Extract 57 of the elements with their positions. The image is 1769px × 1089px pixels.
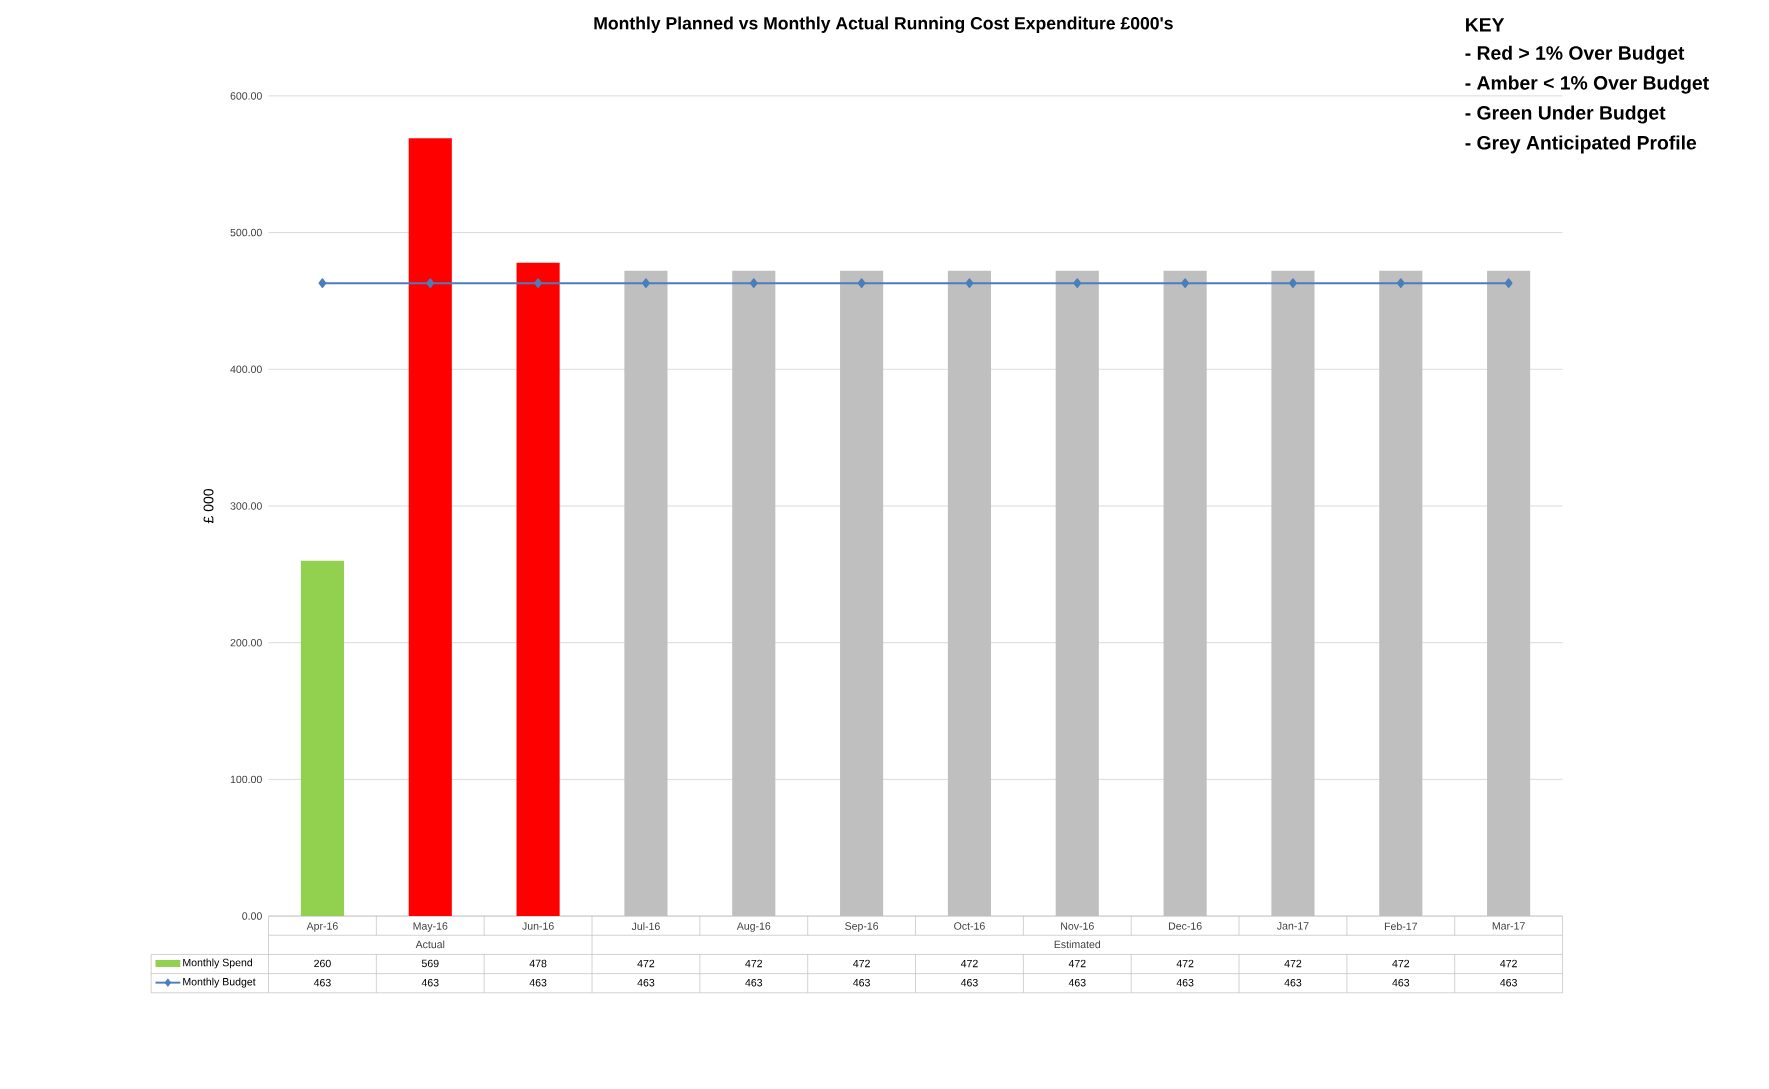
data-label: 463: [421, 979, 439, 987]
y-tick-label: 500.00: [230, 229, 262, 237]
x-tick-label: Jul-16: [631, 922, 660, 931]
data-label: 478: [529, 959, 547, 968]
text: - Amber < 1% Over Budget: [1465, 75, 1709, 94]
y-tick-label: 100.00: [230, 775, 262, 784]
data-label: 463: [745, 979, 763, 987]
x-tick-label: Aug-16: [736, 922, 771, 932]
data-label: 472: [1500, 959, 1517, 968]
x-tick-label: Mar-17: [1492, 922, 1525, 930]
y-tick-label: 0.00: [242, 912, 262, 920]
annotation: - Grey Anticipated Profile: [1465, 135, 1697, 154]
data-label: 463: [637, 979, 655, 987]
text: Actual: [415, 940, 445, 949]
data-label: 463: [529, 979, 547, 987]
data-label: 463: [1068, 979, 1086, 987]
x-tick-label: Sep-16: [845, 922, 879, 932]
y-tick-label: 300.00: [230, 502, 262, 510]
x-tick-label: Oct-16: [954, 922, 985, 930]
x-tick-label: Dec-16: [1168, 922, 1202, 930]
y-axis-title: £ 000: [203, 489, 214, 524]
legend-label: Monthly Spend: [183, 958, 253, 969]
data-label: 472: [960, 959, 978, 968]
text: - Red > 1% Over Budget: [1465, 45, 1685, 64]
data-label: 472: [1068, 959, 1086, 968]
text: KEY: [1466, 18, 1505, 32]
legend-label: Monthly Budget: [183, 977, 256, 988]
x-tick-label: Jun-16: [522, 922, 554, 930]
data-label: 472: [637, 959, 655, 968]
bar: [300, 560, 344, 917]
y-tick-label: 200.00: [230, 639, 262, 647]
data-label: 472: [853, 959, 870, 968]
data-label: 569: [421, 959, 439, 968]
bar: [408, 138, 452, 917]
data-label: 260: [314, 959, 331, 968]
data-label: 463: [1500, 979, 1517, 987]
data-label: 463: [1392, 979, 1410, 987]
data-label: 472: [745, 959, 763, 968]
data-label: 472: [1176, 959, 1194, 968]
chart-title: Monthly Planned vs Monthly Actual Running Cost Expenditure £000's: [594, 16, 1173, 34]
data-label: 463: [853, 979, 870, 987]
data-label: 463: [960, 979, 978, 987]
data-label: 472: [1284, 959, 1302, 968]
x-tick-label: Apr-16: [306, 922, 338, 932]
x-tick-label: Jan-17: [1277, 922, 1309, 930]
data-label: 472: [1392, 959, 1410, 968]
bar: [516, 262, 560, 917]
x-tick-label: May-16: [413, 922, 448, 932]
annotation: - Green Under Budget: [1465, 105, 1666, 124]
data-label: 463: [313, 979, 331, 987]
data-label: 463: [1176, 979, 1194, 987]
y-tick-label: 600.00: [230, 92, 262, 100]
x-tick-label: Feb-17: [1384, 922, 1417, 931]
data-label: 463: [1284, 979, 1302, 987]
x-tick-label: Nov-16: [1061, 922, 1094, 930]
text: Estimated: [1054, 940, 1101, 949]
y-tick-label: 400.00: [230, 365, 262, 374]
